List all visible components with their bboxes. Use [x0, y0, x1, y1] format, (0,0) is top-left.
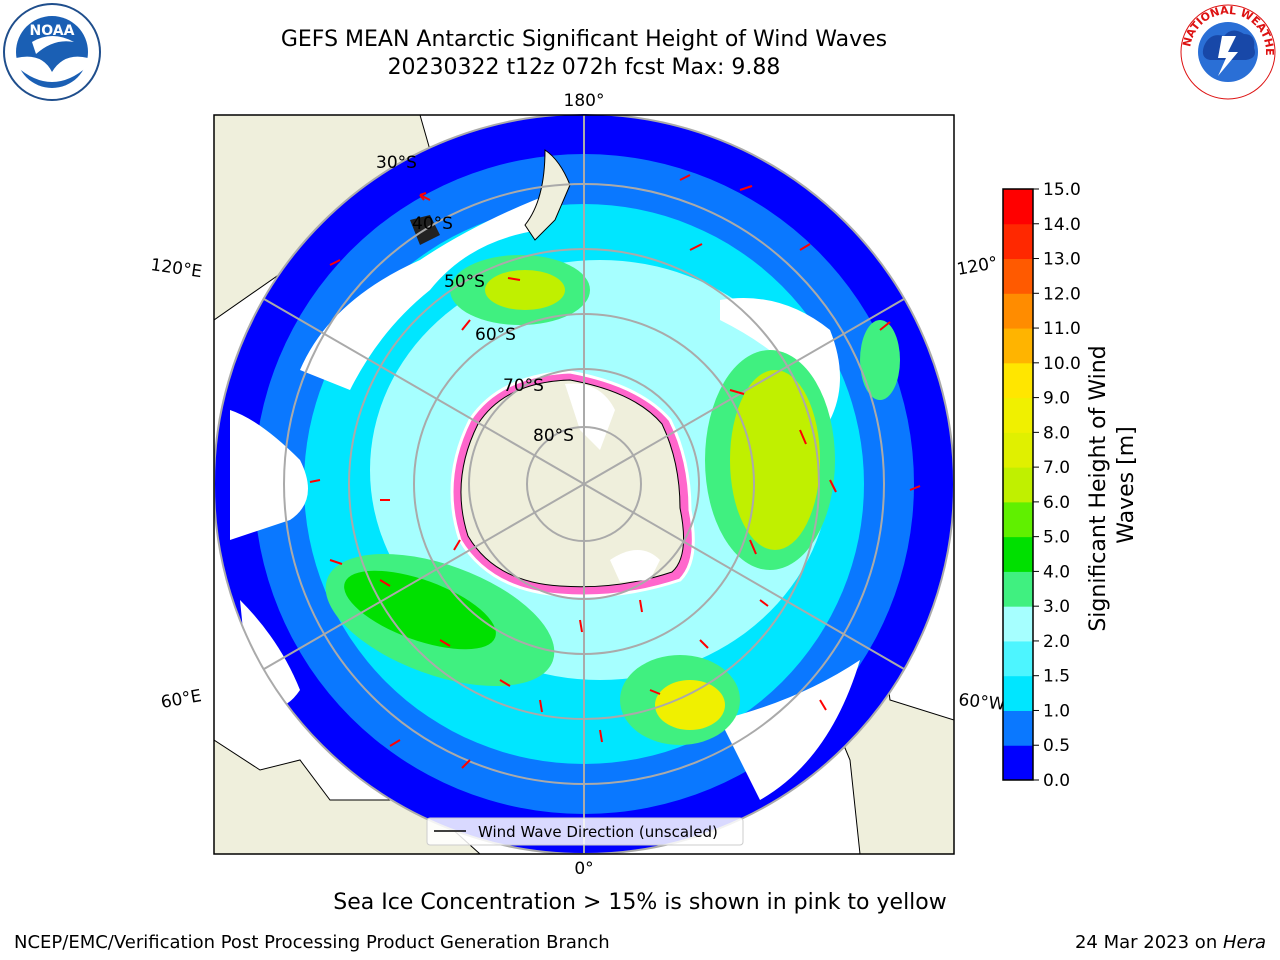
colorbar-tick-label: 4.0 — [1043, 562, 1070, 582]
colorbar-tick-label: 13.0 — [1043, 250, 1081, 270]
footer-left: NCEP/EMC/Verification Post Processing Pr… — [14, 932, 610, 953]
noaa-logo-text: NOAA — [30, 23, 75, 39]
map-frame — [213, 114, 955, 855]
colorbar-band — [1003, 571, 1033, 607]
colorbar-tick-label: 9.0 — [1043, 389, 1070, 409]
lat-label-60s: 60°S — [475, 325, 516, 345]
colorbar-band — [1003, 536, 1033, 572]
chart-subtitle: 20230322 t12z 072h fcst Max: 9.88 — [387, 55, 781, 80]
colorbar-band — [1003, 606, 1033, 642]
map-legend: Wind Wave Direction (unscaled) — [426, 817, 744, 846]
colorbar-band — [1003, 362, 1033, 399]
colorbar-band — [1003, 189, 1033, 225]
antarctica — [450, 370, 695, 598]
sea-ice-note: Sea Ice Concentration > 15% is shown in … — [333, 890, 947, 915]
colorbar-tick-label: 2.0 — [1043, 632, 1070, 652]
lon-label-60e: 60°E — [159, 686, 203, 713]
footer-date: 24 Mar 2023 on — [1074, 932, 1223, 953]
colorbar-band — [1003, 258, 1033, 294]
lon-label-180: 180° — [564, 91, 605, 111]
colorbar-tick-label: 5.0 — [1043, 528, 1070, 548]
colorbar-label-line1: Significant Height of Wind — [1086, 345, 1111, 631]
legend-label: Wind Wave Direction (unscaled) — [478, 823, 718, 841]
colorbar-tick-label: 8.0 — [1043, 423, 1070, 443]
colorbar-tick-label: 11.0 — [1043, 319, 1081, 339]
colorbar-ticks: 0.0 0.5 1.0 1.5 2.0 3.0 4.0 5.0 6.0 7.0 8.0 9.0 10.0… — [1033, 180, 1081, 791]
colorbar-band — [1003, 328, 1033, 364]
footer-host: Hera — [1222, 932, 1266, 953]
colorbar-tick-label: 12.0 — [1043, 284, 1081, 304]
colorbar-tick-label: 3.0 — [1043, 597, 1070, 617]
lat-label-40s: 40°S — [412, 214, 453, 234]
colorbar-band — [1003, 675, 1033, 711]
colorbar: 0.0 0.5 1.0 1.5 2.0 3.0 4.0 5.0 6.0 7.0 8.0 9.0 10.0… — [1002, 180, 1139, 791]
colorbar-band — [1003, 293, 1033, 329]
colorbar-band — [1003, 501, 1033, 538]
colorbar-band — [1003, 640, 1033, 677]
noaa-logo: NOAA — [2, 2, 102, 102]
colorbar-band — [1003, 710, 1033, 746]
colorbar-frame — [1002, 188, 1034, 781]
colorbar-tick-label: 1.5 — [1043, 667, 1070, 687]
colorbar-band — [1003, 467, 1033, 503]
colorbar-bands — [1003, 189, 1033, 781]
colorbar-tick-label: 7.0 — [1043, 458, 1070, 478]
footer-right: 24 Mar 2023 on Hera — [1075, 932, 1266, 953]
graticule — [214, 115, 954, 854]
colorbar-tick-label: 0.0 — [1043, 771, 1070, 791]
lon-label-120e: 120°E — [149, 255, 203, 282]
colorbar-band — [1003, 745, 1033, 781]
colorbar-band — [1003, 397, 1033, 433]
colorbar-tick-label: 0.5 — [1043, 736, 1070, 756]
nws-logo: NATIONAL WEATHER SERVICE — [1174, 0, 1278, 102]
lon-label-0: 0° — [574, 859, 593, 879]
lon-label-60w: 60°W — [957, 690, 1006, 715]
colorbar-label-line2: Waves [m] — [1114, 426, 1139, 543]
colorbar-tick-label: 6.0 — [1043, 493, 1070, 513]
colorbar-band — [1003, 223, 1033, 260]
new-zealand — [524, 149, 571, 241]
colorbar-tick-label: 14.0 — [1043, 215, 1081, 235]
colorbar-tick-label: 10.0 — [1043, 354, 1081, 374]
colorbar-band — [1003, 432, 1033, 468]
wind-arrows — [309, 174, 921, 769]
lat-label-70s: 70°S — [503, 376, 544, 396]
lat-label-30s: 30°S — [376, 153, 417, 173]
colorbar-tick-label: 15.0 — [1043, 180, 1081, 200]
lat-label-80s: 80°S — [533, 426, 574, 446]
colorbar-tick-label: 1.0 — [1043, 701, 1070, 721]
colorbar-label: Significant Height of Wind Waves [m] — [1086, 338, 1139, 631]
lat-label-50s: 50°S — [444, 272, 485, 292]
chart-title: GEFS MEAN Antarctic Significant Height o… — [280, 27, 888, 52]
